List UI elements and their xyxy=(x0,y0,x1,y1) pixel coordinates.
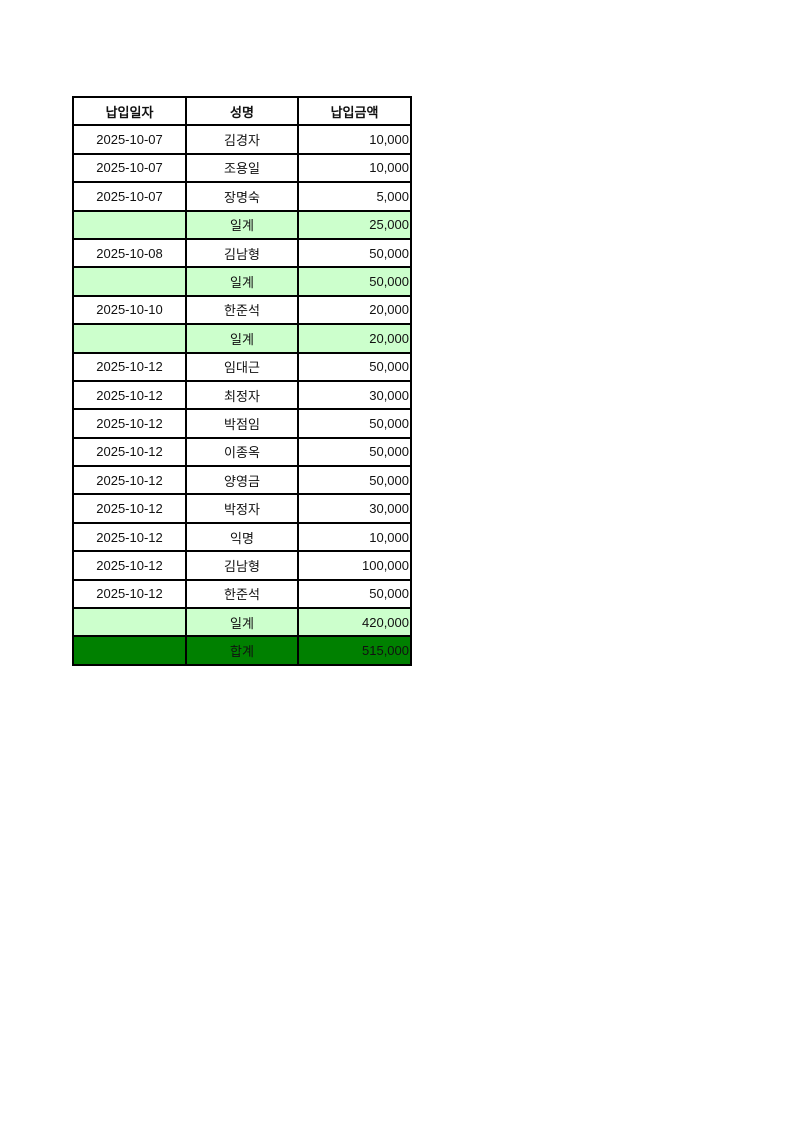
date-cell: 2025-10-12 xyxy=(72,578,187,610)
name-cell: 일계 xyxy=(185,209,299,240)
subtotal-row: 일계 420,000 xyxy=(72,607,412,638)
amount-cell: 10,000 xyxy=(297,152,412,184)
name-cell: 한준석 xyxy=(185,578,299,610)
amount-cell: 5,000 xyxy=(297,181,412,212)
date-cell: 2025-10-12 xyxy=(72,521,187,553)
amount-cell: 20,000 xyxy=(297,323,412,354)
name-cell: 한준석 xyxy=(185,294,299,326)
amount-cell: 50,000 xyxy=(297,465,412,496)
name-cell: 장명숙 xyxy=(185,181,299,212)
amount-cell: 420,000 xyxy=(297,607,412,638)
amount-cell: 30,000 xyxy=(297,379,412,411)
name-cell: 최정자 xyxy=(185,379,299,411)
header-name: 성명 xyxy=(185,95,299,127)
amount-cell: 50,000 xyxy=(297,266,412,297)
name-cell: 김경자 xyxy=(185,124,299,155)
date-cell xyxy=(72,635,187,666)
date-cell: 2025-10-12 xyxy=(72,493,187,524)
total-row: 합계 515,000 xyxy=(72,635,412,666)
header-date: 납입일자 xyxy=(72,95,187,127)
table-row: 2025-10-12 박점임 50,000 xyxy=(72,408,412,439)
date-cell: 2025-10-08 xyxy=(72,237,187,269)
amount-cell: 50,000 xyxy=(297,436,412,468)
name-cell: 임대근 xyxy=(185,351,299,382)
payment-table: 납입일자 성명 납입금액 2025-10-07 김경자 10,000 2025-10-… xyxy=(72,95,412,666)
date-cell xyxy=(72,209,187,240)
name-cell: 일계 xyxy=(185,323,299,354)
name-cell: 박점임 xyxy=(185,408,299,439)
date-cell: 2025-10-07 xyxy=(72,152,187,184)
amount-cell: 50,000 xyxy=(297,237,412,269)
table-row: 2025-10-12 이종옥 50,000 xyxy=(72,436,412,468)
name-cell: 조용일 xyxy=(185,152,299,184)
name-cell: 일계 xyxy=(185,266,299,297)
name-cell: 익명 xyxy=(185,521,299,553)
amount-cell: 100,000 xyxy=(297,550,412,581)
table-row: 2025-10-07 김경자 10,000 xyxy=(72,124,412,155)
table-row: 2025-10-12 임대근 50,000 xyxy=(72,351,412,382)
table-row: 2025-10-12 양영금 50,000 xyxy=(72,465,412,496)
subtotal-row: 일계 50,000 xyxy=(72,266,412,297)
amount-cell: 10,000 xyxy=(297,124,412,155)
amount-cell: 10,000 xyxy=(297,521,412,553)
table-row: 2025-10-07 조용일 10,000 xyxy=(72,152,412,184)
table-row: 2025-10-12 최정자 30,000 xyxy=(72,379,412,411)
amount-cell: 20,000 xyxy=(297,294,412,326)
date-cell: 2025-10-12 xyxy=(72,465,187,496)
name-cell: 김남형 xyxy=(185,237,299,269)
table-row: 2025-10-07 장명숙 5,000 xyxy=(72,181,412,212)
amount-cell: 50,000 xyxy=(297,408,412,439)
header-amount: 납입금액 xyxy=(297,95,412,127)
date-cell: 2025-10-12 xyxy=(72,351,187,382)
table-row: 2025-10-12 박정자 30,000 xyxy=(72,493,412,524)
amount-cell: 30,000 xyxy=(297,493,412,524)
amount-cell: 515,000 xyxy=(297,635,412,666)
date-cell: 2025-10-12 xyxy=(72,379,187,411)
name-cell: 이종옥 xyxy=(185,436,299,468)
date-cell: 2025-10-12 xyxy=(72,436,187,468)
name-cell: 일계 xyxy=(185,607,299,638)
name-cell: 박정자 xyxy=(185,493,299,524)
table-row: 2025-10-12 한준석 50,000 xyxy=(72,578,412,610)
amount-cell: 25,000 xyxy=(297,209,412,240)
name-cell: 합계 xyxy=(185,635,299,666)
table-row: 2025-10-10 한준석 20,000 xyxy=(72,294,412,326)
name-cell: 양영금 xyxy=(185,465,299,496)
date-cell: 2025-10-07 xyxy=(72,181,187,212)
date-cell: 2025-10-12 xyxy=(72,550,187,581)
date-cell xyxy=(72,266,187,297)
table-row: 2025-10-12 김남형 100,000 xyxy=(72,550,412,581)
amount-cell: 50,000 xyxy=(297,578,412,610)
header-row: 납입일자 성명 납입금액 xyxy=(72,95,412,127)
table-row: 2025-10-12 익명 10,000 xyxy=(72,521,412,553)
subtotal-row: 일계 20,000 xyxy=(72,323,412,354)
date-cell: 2025-10-07 xyxy=(72,124,187,155)
subtotal-row: 일계 25,000 xyxy=(72,209,412,240)
date-cell xyxy=(72,323,187,354)
date-cell: 2025-10-10 xyxy=(72,294,187,326)
amount-cell: 50,000 xyxy=(297,351,412,382)
table-row: 2025-10-08 김남형 50,000 xyxy=(72,237,412,269)
name-cell: 김남형 xyxy=(185,550,299,581)
date-cell xyxy=(72,607,187,638)
date-cell: 2025-10-12 xyxy=(72,408,187,439)
